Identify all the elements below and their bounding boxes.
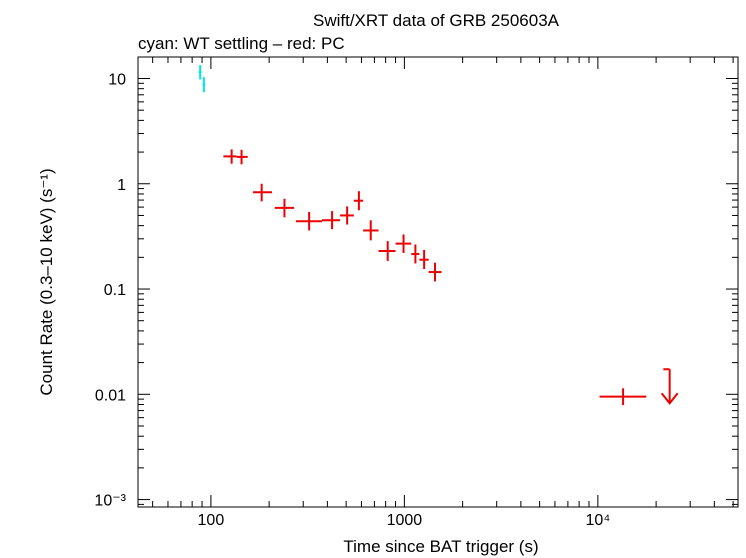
data-point — [202, 77, 206, 93]
y-tick-label: 10⁻³ — [94, 493, 126, 510]
data-point — [252, 183, 273, 202]
data-point — [198, 65, 202, 80]
data-point — [599, 388, 647, 406]
x-tick-labels: 100 1000 10⁴ — [198, 512, 611, 529]
data-point — [363, 220, 379, 241]
data-point — [236, 149, 248, 165]
plot-frame — [137, 56, 739, 508]
data-point — [340, 206, 354, 225]
series-1 — [223, 149, 679, 406]
upper-limit-head — [660, 392, 679, 405]
data-point — [353, 191, 364, 211]
data-point — [419, 249, 429, 269]
data-point — [295, 211, 322, 231]
y-tick-label: 0.01 — [95, 387, 126, 404]
x-tick-label: 10⁴ — [586, 512, 611, 529]
data-point — [274, 198, 295, 218]
x-tick-label: 1000 — [387, 512, 423, 529]
y-tick-label: 10 — [108, 71, 126, 88]
series-0 — [198, 65, 206, 93]
y-tick-label: 0.1 — [104, 282, 126, 299]
y-tick-labels: 10 1 0.1 0.01 10⁻³ — [94, 71, 126, 509]
x-tick-label: 100 — [198, 512, 225, 529]
data-point — [321, 211, 341, 230]
y-tick-label: 1 — [117, 177, 126, 194]
axis-ticks — [138, 57, 738, 507]
data-point — [395, 234, 412, 253]
data-point — [411, 244, 420, 264]
chart-subtitle: cyan: WT settling – red: PC — [138, 34, 345, 53]
data-point — [428, 262, 442, 282]
x-axis-label: Time since BAT trigger (s) — [343, 537, 538, 556]
y-axis-label: Count Rate (0.3–10 keV) (s⁻¹) — [37, 168, 56, 395]
data-points — [198, 65, 679, 406]
data-point — [223, 149, 237, 164]
upper-limit-arrow — [660, 368, 679, 405]
chart-title: Swift/XRT data of GRB 250603A — [313, 11, 560, 30]
data-point — [378, 241, 396, 261]
